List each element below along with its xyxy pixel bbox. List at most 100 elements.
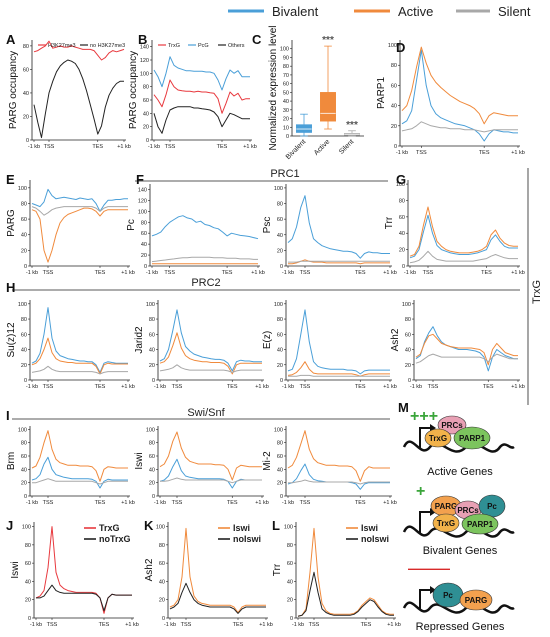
xtick-label: TSS (44, 144, 55, 150)
series-line-bivalent (415, 326, 518, 372)
ytick-label: 20 (277, 481, 283, 487)
xtick-label: +1 kb (251, 270, 265, 276)
ylabel-i2: Iswi (134, 452, 145, 469)
category-label: Silent (338, 138, 355, 155)
series-line-silent (31, 365, 128, 375)
xtick-label: TSS (416, 150, 427, 156)
series-line-active (287, 361, 390, 377)
model-panel: M +++ PRCs TrxG PARP1 Active Genes + PAR… (398, 400, 515, 633)
prot-prcs-active: PRCs (441, 421, 463, 430)
ytick-label: 100 (18, 427, 27, 433)
xtick-label: -1 kb (282, 500, 294, 506)
blob-parp1-bivalent (461, 513, 499, 535)
ytick-label: 80 (25, 543, 31, 549)
ytick-label: 40 (21, 233, 27, 239)
prot-prcs-bivalent: PRCs (457, 506, 479, 515)
ytick-label: 0 (24, 494, 27, 500)
series-line-active (288, 259, 390, 265)
xtick-label: -1 kb (154, 384, 166, 390)
xtick-label: +1 kb (259, 622, 273, 628)
ylabel-g: Trr (384, 216, 395, 229)
ytick-label: 20 (21, 363, 27, 369)
xtick-label: +1 kb (125, 622, 139, 628)
xtick-label: TES (92, 144, 103, 150)
ytick-label: 0 (280, 264, 283, 270)
tss-arrow-active (419, 427, 432, 448)
series-line-noiswi (169, 582, 266, 614)
tss-arrow-repressed (419, 589, 432, 609)
panel-letter-e: E (6, 172, 15, 187)
ytick-label: 20 (277, 363, 283, 369)
series-line-bivalent (159, 309, 262, 372)
ytick-label: 20 (391, 124, 397, 130)
xtick-label: TES (99, 622, 110, 628)
xtick-label: -1 kb (146, 270, 158, 276)
series-line-noiswi (297, 571, 394, 617)
chart-h4: 0 20 40 60 80 100 Ash2 -1 kb TSS TES +1 kb (390, 300, 525, 390)
ytick-label: 80 (277, 317, 283, 323)
xtick-label: -1 kb (148, 144, 160, 150)
prot-pc-repressed: Pc (443, 591, 453, 600)
repressed-marks: ——— (408, 560, 450, 576)
ylabel-f1: Pc (126, 219, 137, 231)
xtick-label: TSS (428, 384, 439, 390)
xtick-label: TES (227, 500, 238, 506)
blob-prcs-active (437, 415, 467, 435)
ytick-label: 60 (287, 561, 293, 567)
chart-l: L 0 20 40 60 80 100 Trr -1 kb TSS TES +1 kb IswinoIs… (272, 518, 401, 628)
ytick-label: 40 (405, 348, 411, 354)
series-line-active (31, 430, 128, 482)
series-line-h3k27me3 (33, 40, 125, 61)
series-line-active (401, 46, 518, 125)
ytick-label: 0 (394, 144, 397, 150)
ytick-label: 0 (152, 378, 155, 384)
ytick-label: 60 (149, 332, 155, 338)
xtick-label: TES (483, 384, 494, 390)
series-line-active (31, 337, 128, 375)
panels: A 0 20 40 60 80 PARG occupancy -1 kb TSS TES +1 kb… (6, 25, 525, 628)
ytick-label: 50 (283, 90, 289, 96)
ytick-label: 80 (21, 317, 27, 323)
series-line-silent (288, 374, 390, 377)
xtick-label: -1 kb (26, 500, 38, 506)
ytick-label: 0 (146, 138, 149, 144)
series-line-silent (288, 479, 390, 485)
xtick-label: +1 kb (383, 500, 397, 506)
xtick-label: TSS (181, 622, 192, 628)
ytick-label: 20 (149, 363, 155, 369)
legend-entry: H3K27me3 (48, 43, 76, 49)
prot-trxg-bivalent: TrxG (437, 519, 455, 528)
xtick-label: +1 kb (121, 384, 135, 390)
ylabel-b: PARG occupancy (128, 51, 139, 129)
ytick-label: 100 (138, 209, 147, 215)
dna-bivalent (402, 525, 515, 538)
panel-letter-c: C (252, 32, 262, 47)
chart-d: D 0 20 40 60 80 100 PARP1 -1 kb TSS TES +1 kb (376, 40, 525, 156)
xtick-label: +1 kb (511, 384, 525, 390)
ytick-label: 40 (149, 467, 155, 473)
group-label-prc2: PRC2 (191, 277, 220, 289)
ytick-label: 20 (141, 253, 147, 259)
xtick-label: -1 kb (396, 150, 408, 156)
series-line-bivalent (287, 309, 390, 375)
ytick-label: 100 (274, 186, 283, 192)
group-label-swisnf: Swi/Snf (187, 407, 225, 419)
box-silent: *** Silent (338, 120, 360, 156)
category-label: Bivalent (285, 138, 308, 161)
ytick-label: 0 (24, 264, 27, 270)
ytick-label: 60 (277, 217, 283, 223)
series-line-active (409, 206, 518, 257)
ytick-label: 60 (21, 217, 27, 223)
xtick-label: TES (227, 384, 238, 390)
axes-h3 (285, 300, 392, 381)
series-line-bivalent (31, 188, 128, 212)
ytick-label: 40 (159, 579, 165, 585)
panel-letter-g: G (396, 172, 406, 187)
ytick-label: 60 (391, 83, 397, 89)
panel-letter-h1: H (6, 280, 15, 295)
ytick-label: 80 (405, 317, 411, 323)
ytick-label: 0 (152, 494, 155, 500)
series-line-silent (401, 121, 518, 133)
xtick-label: -1 kb (164, 622, 176, 628)
series-line-active (159, 431, 262, 481)
